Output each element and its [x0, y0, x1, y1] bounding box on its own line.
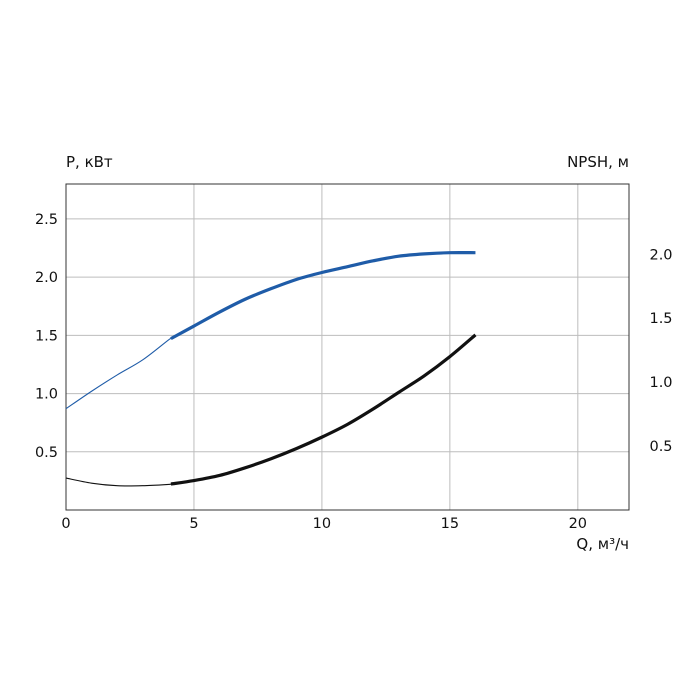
x-tick-label: 5 [189, 516, 198, 532]
tick-labels: 0 5 10 15 20 0.5 1.0 1.5 2.0 2.5 0.5 1.0 1.5 2.0 [35, 212, 673, 532]
right-tick-label: 1.5 [649, 311, 672, 327]
x-tick-label: 0 [61, 516, 70, 532]
left-tick-label: 0.5 [35, 445, 58, 461]
x-axis-label: Q, м³/ч [576, 535, 629, 553]
x-tick-label: 10 [313, 516, 331, 532]
series-1-curve [65, 333, 477, 487]
plot-frame [65, 183, 630, 511]
x-tick-label: 20 [569, 516, 587, 532]
left-tick-label: 1.0 [35, 387, 58, 403]
left-tick-label: 2.0 [35, 270, 58, 286]
series-0-curve [65, 251, 476, 410]
right-axis-label: NPSH, м [567, 153, 629, 171]
right-tick-label: 0.5 [649, 439, 672, 455]
grid-lines [66, 184, 629, 510]
left-tick-label: 2.5 [35, 212, 58, 228]
series-1-thin-segment [65, 477, 172, 487]
right-tick-label: 2.0 [649, 247, 672, 263]
series-1-thick-segment [170, 333, 477, 486]
series-0-thin-segment [65, 337, 172, 410]
x-tick-label: 15 [441, 516, 459, 532]
series-0-thick-segment [170, 251, 476, 341]
series-layer [65, 251, 477, 487]
left-tick-label: 1.5 [35, 328, 58, 344]
right-tick-label: 1.0 [649, 375, 672, 391]
left-axis-label: P, кВт [66, 153, 113, 171]
